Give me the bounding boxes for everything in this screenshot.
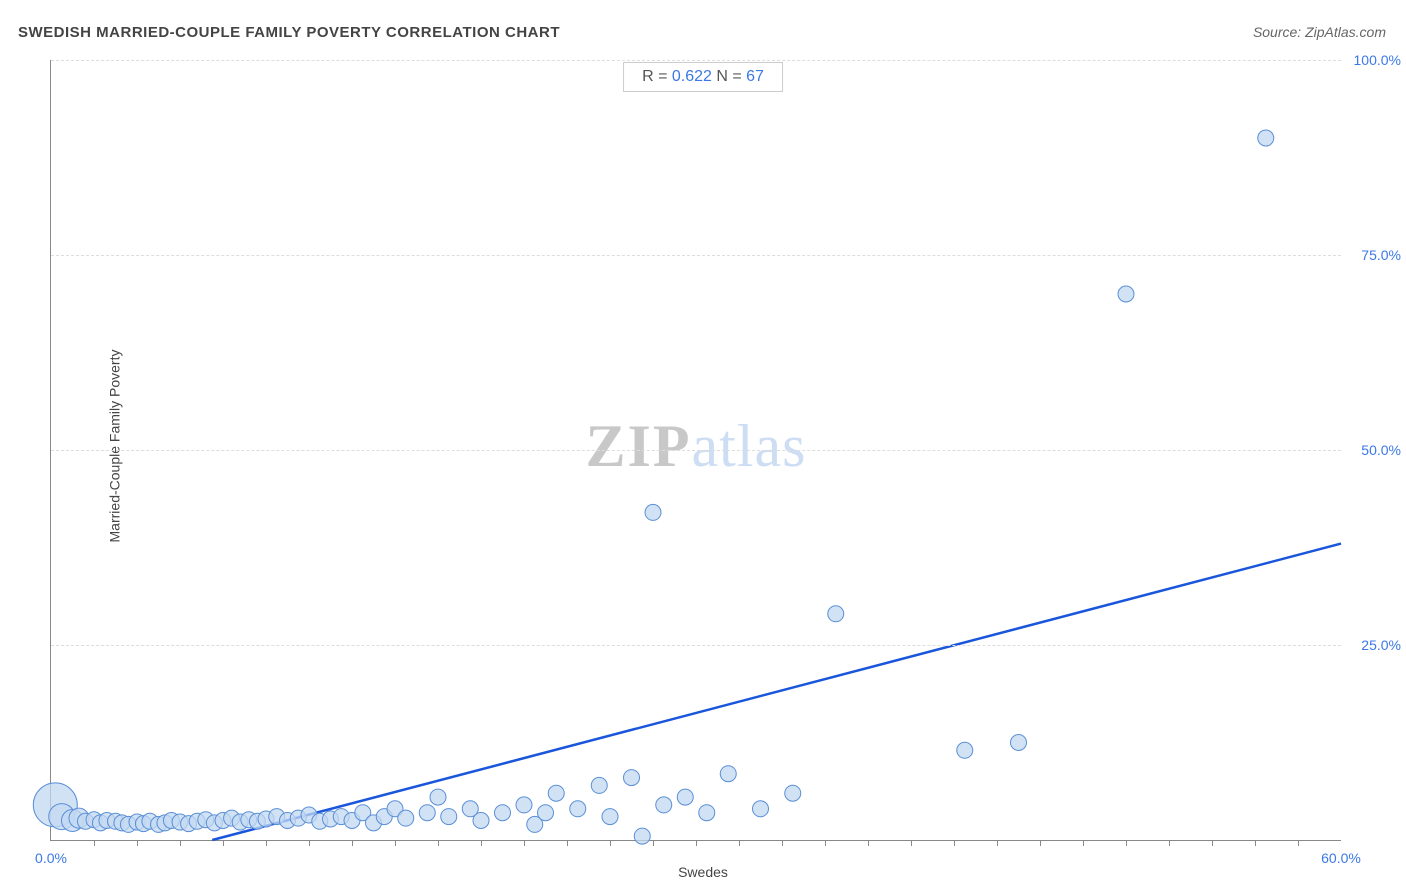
data-point xyxy=(753,801,769,817)
x-tick xyxy=(137,840,138,846)
data-point xyxy=(495,805,511,821)
gridline xyxy=(51,645,1341,646)
x-tick xyxy=(696,840,697,846)
data-point xyxy=(548,785,564,801)
data-point xyxy=(398,810,414,826)
data-point xyxy=(1118,286,1134,302)
x-tick xyxy=(911,840,912,846)
source-attribution: Source: ZipAtlas.com xyxy=(1253,24,1386,40)
data-point xyxy=(591,777,607,793)
x-tick xyxy=(567,840,568,846)
x-axis-label: Swedes xyxy=(678,864,728,880)
gridline xyxy=(51,255,1341,256)
data-point xyxy=(634,828,650,844)
y-tick-label: 75.0% xyxy=(1361,247,1401,263)
x-tick xyxy=(1126,840,1127,846)
data-point xyxy=(473,813,489,829)
data-point xyxy=(645,504,661,520)
x-tick xyxy=(1083,840,1084,846)
data-point xyxy=(516,797,532,813)
data-point xyxy=(570,801,586,817)
chart-title: SWEDISH MARRIED-COUPLE FAMILY POVERTY CO… xyxy=(18,24,560,41)
x-tick xyxy=(266,840,267,846)
y-tick-label: 100.0% xyxy=(1354,52,1401,68)
data-point xyxy=(828,606,844,622)
gridline xyxy=(51,450,1341,451)
data-point xyxy=(699,805,715,821)
x-tick xyxy=(1040,840,1041,846)
x-tick xyxy=(1298,840,1299,846)
x-tick xyxy=(309,840,310,846)
data-point xyxy=(419,805,435,821)
x-axis-start-label: 0.0% xyxy=(35,850,67,866)
x-tick xyxy=(481,840,482,846)
x-tick xyxy=(954,840,955,846)
y-tick-label: 50.0% xyxy=(1361,442,1401,458)
x-tick xyxy=(782,840,783,846)
x-tick xyxy=(94,840,95,846)
data-point xyxy=(720,766,736,782)
data-point xyxy=(441,809,457,825)
x-tick xyxy=(1255,840,1256,846)
gridline xyxy=(51,60,1341,61)
plot-area: ZIPatlas 25.0%50.0%75.0%100.0%0.0%60.0% xyxy=(50,60,1341,841)
data-point xyxy=(430,789,446,805)
x-tick xyxy=(1212,840,1213,846)
x-tick xyxy=(352,840,353,846)
x-tick xyxy=(223,840,224,846)
x-tick xyxy=(868,840,869,846)
x-tick xyxy=(739,840,740,846)
data-point xyxy=(1258,130,1274,146)
x-tick xyxy=(180,840,181,846)
x-tick xyxy=(997,840,998,846)
x-tick xyxy=(524,840,525,846)
data-point xyxy=(785,785,801,801)
data-point xyxy=(1011,735,1027,751)
x-tick xyxy=(395,840,396,846)
x-tick xyxy=(438,840,439,846)
trend-line xyxy=(212,544,1341,840)
x-tick xyxy=(610,840,611,846)
data-point xyxy=(677,789,693,805)
data-point xyxy=(656,797,672,813)
x-tick xyxy=(825,840,826,846)
data-point xyxy=(624,770,640,786)
y-tick-label: 25.0% xyxy=(1361,637,1401,653)
x-axis-end-label: 60.0% xyxy=(1321,850,1361,866)
data-point xyxy=(538,805,554,821)
x-tick xyxy=(653,840,654,846)
data-point xyxy=(957,742,973,758)
x-tick xyxy=(1169,840,1170,846)
data-point xyxy=(602,809,618,825)
